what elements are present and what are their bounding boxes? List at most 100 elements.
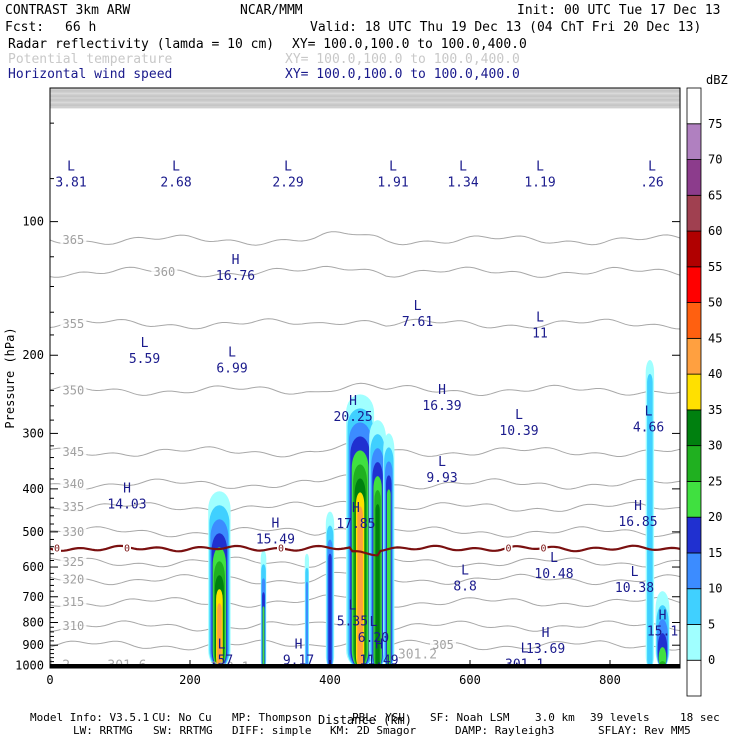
wind-extremum-low: L xyxy=(228,346,236,361)
wind-extremum-low: L xyxy=(172,160,180,175)
colorbar-tick-label: 60 xyxy=(708,224,722,238)
footer-diff: DIFF: simple xyxy=(232,724,311,737)
header-init: Init: 00 UTC Tue 17 Dec 13 xyxy=(517,3,721,18)
colorbar-swatch xyxy=(686,588,702,625)
y-tick-label: 200 xyxy=(22,348,44,362)
colorbar-swatch xyxy=(686,337,702,375)
wind-extremum-value: 2.68 xyxy=(160,176,191,191)
header-center: NCAR/MMM xyxy=(240,3,303,18)
wind-extremum-value: 1.91 xyxy=(377,176,408,191)
theta-surface-label: 1.2 xyxy=(47,659,70,674)
freezing-level-label-bg xyxy=(123,542,131,554)
footer-sflay: SFLAY: Rev MM5 xyxy=(598,724,691,737)
freezing-level-label: 0 xyxy=(505,543,511,554)
colorbar-swatch xyxy=(686,230,702,268)
field-reflectivity-xy: XY= 100.0,100.0 to 100.0,400.0 xyxy=(292,37,527,52)
x-tick-label: 800 xyxy=(599,673,621,687)
colorbar-swatch xyxy=(686,159,702,196)
wind-extremum-value: 16.85 xyxy=(618,515,657,530)
wind-extremum-value: 3.81 xyxy=(55,176,86,191)
wind-extremum-low: L xyxy=(389,160,397,175)
colorbar-swatch xyxy=(686,445,702,482)
wind-extremum-low: L xyxy=(645,405,653,420)
x-tick-label: 0 xyxy=(46,673,53,687)
reflectivity-cell-1-level-25 xyxy=(262,606,265,668)
wind-extremum-low: L xyxy=(414,299,422,314)
wind-extremum-high: H xyxy=(659,608,667,623)
theta-surface-label: 301.2 xyxy=(398,648,437,663)
reflectivity-cell-4-level-45 xyxy=(357,506,363,668)
theta-label-bg xyxy=(60,594,87,609)
colorbar-tick-label: 10 xyxy=(708,582,722,596)
colorbar-swatch xyxy=(686,266,702,303)
colorbar-tick-label: 20 xyxy=(708,510,722,524)
footer-dt: 18 sec xyxy=(680,711,720,724)
wind-extremum-value: 6.20 xyxy=(358,631,389,646)
y-tick-label: 400 xyxy=(22,482,44,496)
wind-extremum-high: H xyxy=(352,501,360,516)
theta-label-320: 320 xyxy=(63,572,85,586)
theta-label-bg xyxy=(60,315,87,330)
wind-extremum-high: H xyxy=(295,638,303,653)
theta-label-310: 310 xyxy=(63,619,85,633)
wind-extremum-low: L xyxy=(521,642,529,657)
header-fcst-value: 66 h xyxy=(65,20,96,35)
reflectivity-cell-2-level-15 xyxy=(305,581,308,668)
wind-extremum-value: 7.61 xyxy=(402,315,433,330)
theta-label-315: 315 xyxy=(63,595,85,609)
colorbar-swatch xyxy=(686,302,702,339)
colorbar-swatch xyxy=(686,123,702,160)
theta-contour-350 xyxy=(50,382,680,397)
theta-label-bg xyxy=(430,637,456,652)
wind-extremum-value: 16.76 xyxy=(216,269,255,284)
theta-label-bg xyxy=(60,523,87,538)
theta-label-bg xyxy=(60,618,87,633)
footer-sw: SW: RRTMG xyxy=(153,724,213,737)
wind-extremum-value: 5.59 xyxy=(129,352,160,367)
x-axis-label: Distance (km) xyxy=(318,713,412,727)
wind-extremum-low: L xyxy=(515,408,523,423)
wind-extremum-low: L xyxy=(536,160,544,175)
wind-extremum-low: L xyxy=(461,563,469,578)
colorbar-tick-label: 15 xyxy=(708,546,722,560)
freezing-level-label-bg xyxy=(277,542,285,554)
wind-extremum-high: H xyxy=(634,499,642,514)
wind-extremum-high: H xyxy=(123,482,131,497)
theta-label-305: 305 xyxy=(432,638,454,652)
wind-extremum-low: L xyxy=(348,599,356,614)
wind-extremum-value: 9.93 xyxy=(426,471,457,486)
field-wind-xy: XY= 100.0,100.0 to 100.0,400.0 xyxy=(285,67,520,82)
freezing-level-label: 0 xyxy=(54,543,60,554)
theta-surface-label: 301.6 xyxy=(107,659,146,674)
theta-label-365: 365 xyxy=(63,233,85,247)
x-tick-label: 400 xyxy=(319,673,341,687)
wind-extremum-low: L xyxy=(631,565,639,580)
field-theta-xy: XY= 100.0,100.0 to 100.0,400.0 xyxy=(285,52,520,67)
wind-extremum-value: 20.25 xyxy=(334,410,373,425)
theta-label-bg xyxy=(60,231,87,246)
theta-contour-365 xyxy=(50,231,680,246)
colorbar-tick-label: 25 xyxy=(708,474,722,488)
reflectivity-cell-5-level-35 xyxy=(375,504,380,668)
colorbar-tick-label: 30 xyxy=(708,439,722,453)
y-tick-label: 300 xyxy=(22,426,44,440)
colorbar-swatch xyxy=(686,194,702,232)
theta-label-335: 335 xyxy=(63,500,85,514)
colorbar-tick-label: 65 xyxy=(708,188,722,202)
colorbar-tick-label: 5 xyxy=(708,617,715,631)
colorbar-tick-label: 75 xyxy=(708,117,722,131)
theta-label-bg xyxy=(60,443,87,458)
wind-extremum-value: 5.35 xyxy=(337,615,368,630)
colorbar-tick-label: 0 xyxy=(708,653,715,667)
wind-extremum-low: L xyxy=(438,455,446,470)
freezing-level-label: 0 xyxy=(540,543,546,554)
wind-extremum-high: H xyxy=(542,626,550,641)
reflectivity-cell-7-level-10 xyxy=(647,374,653,668)
colorbar-tick-label: 70 xyxy=(708,153,722,167)
colorbar-swatch xyxy=(686,87,702,125)
footer-pbl: PBL: YSU xyxy=(352,711,405,724)
wind-extremum-value: 10.39 xyxy=(499,424,538,439)
wind-extremum-low: L xyxy=(550,551,558,566)
